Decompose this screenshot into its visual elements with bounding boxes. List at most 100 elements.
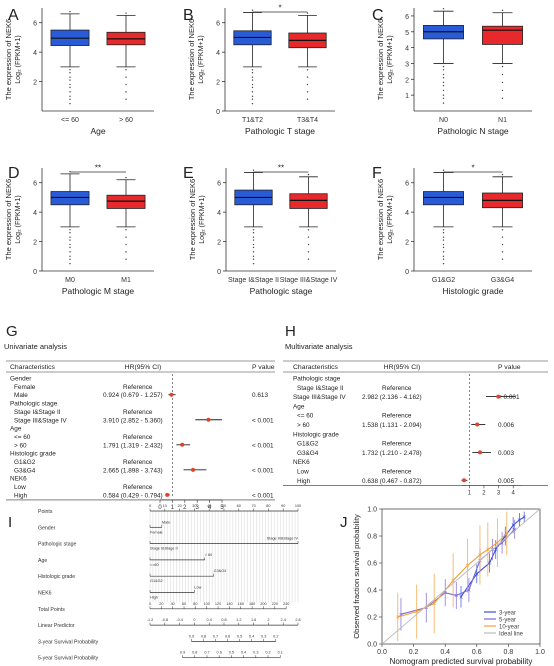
nomogram-level-label: Male xyxy=(162,520,170,524)
outlier-point xyxy=(252,239,255,241)
panel-letter: G xyxy=(6,323,18,340)
nomogram-tick-label: 0.8 xyxy=(201,634,206,638)
y-tick-label: 2 xyxy=(216,80,220,87)
data-point: × xyxy=(487,561,491,568)
outlier-point xyxy=(306,91,309,93)
x-tick-label: Stage III&Stage IV xyxy=(280,277,338,284)
nomogram-tick-label: 0.6 xyxy=(225,634,230,638)
data-point: × xyxy=(465,563,469,570)
row-pvalue: < 0.001 xyxy=(252,492,274,499)
row-hr: 2.665 (1.898 - 3.743) xyxy=(103,467,163,474)
outlier-point xyxy=(442,262,445,265)
nomogram-row-label: NEK6 xyxy=(38,591,52,597)
row-label: Histologic grade xyxy=(10,451,56,458)
x-tick-label: G1&G2 xyxy=(432,277,455,284)
row-label: Histologic grade xyxy=(293,431,339,438)
outlier-point xyxy=(69,83,71,86)
x-tick-label: <= 60 xyxy=(61,117,79,124)
row-hr: 0.638 (0.467 - 0.872) xyxy=(362,478,422,485)
y-axis-label: The expression of NEK6 xyxy=(376,19,385,100)
data-point: × xyxy=(517,517,521,524)
data-point: × xyxy=(495,540,499,547)
y-tick-label: 6 xyxy=(33,21,37,28)
outlier-point xyxy=(69,86,71,89)
data-point: × xyxy=(415,609,419,616)
panel-c: C 1 2 3 4 5 6 The expression of NEK6 Log₂ (FPKM+… xyxy=(372,7,532,136)
outlier-point xyxy=(125,176,127,179)
outlier-point xyxy=(252,229,255,231)
outlier-point xyxy=(125,69,127,71)
y-tick-label: 0.4 xyxy=(367,588,377,595)
hr-point xyxy=(191,467,196,472)
x-tick-label: 0.0 xyxy=(377,649,387,656)
y-tick-label: 6 xyxy=(405,14,409,21)
nomogram-tick-label: 0.4 xyxy=(207,618,212,622)
x-tick-label: M1 xyxy=(121,277,131,284)
nomogram-row-label: 3-year Survival Probability xyxy=(38,639,99,645)
row-label: G1&G2 xyxy=(14,459,36,466)
row-label: Low xyxy=(14,484,26,491)
outlier-point xyxy=(501,173,504,176)
panel-e: E 0 2 4 6 The expression of NEK6 Log₂ (FPKM+1)… xyxy=(183,164,338,297)
x-tick-label: 0.8 xyxy=(504,649,514,656)
nomogram-level-label: High xyxy=(150,596,158,600)
row-label: G3&G4 xyxy=(297,450,319,457)
nomogram-tick-label: 160 xyxy=(238,602,244,606)
outlier-point xyxy=(442,169,445,171)
x-tick-label: 3 xyxy=(497,490,501,496)
data-point: × xyxy=(511,523,515,530)
legend-label: Ideal line xyxy=(499,631,524,637)
panel-f: F 0 2 4 6 The expression of NEK6 Log₂ (FPKM+1)… xyxy=(372,164,532,296)
x-tick-label: 1 xyxy=(171,505,175,511)
x-tick-label: M0 xyxy=(65,277,75,284)
row-hr: 1.538 (1.131 - 2.094) xyxy=(362,422,422,429)
outlier-point xyxy=(501,236,504,238)
data-point: × xyxy=(467,588,471,595)
outlier-point xyxy=(125,91,127,93)
nomogram-tick-label: 0.1 xyxy=(278,651,283,655)
outlier-point xyxy=(307,258,310,260)
data-point: × xyxy=(424,605,428,612)
y-tick-label: 0.6 xyxy=(367,561,377,568)
nomogram-tick-label: 0 xyxy=(149,504,151,508)
y-axis-label: The expression of NEK6 xyxy=(376,179,385,260)
significance-label: ** xyxy=(95,164,101,173)
x-tick-label: 1.0 xyxy=(535,649,545,656)
y-tick-label: 0.0 xyxy=(367,642,377,649)
nomogram-tick-label: 0.5 xyxy=(237,634,242,638)
legend-label: 5-year xyxy=(499,617,516,623)
y-tick-label: 4 xyxy=(33,210,37,217)
y-tick-label: 4 xyxy=(217,210,221,217)
hr-point xyxy=(496,394,501,399)
outlier-point xyxy=(251,83,254,86)
x-tick-label: 0 xyxy=(158,505,162,511)
y-axis-label: The expression of NEK6 xyxy=(187,19,196,100)
nomogram-level-label: Stage III&Stage IV xyxy=(267,537,299,541)
row-hr: 1.732 (1.210 - 2.478) xyxy=(362,450,422,457)
row-hr: 1.791 (1.319 - 2.432) xyxy=(103,442,163,449)
y-tick-label: 4 xyxy=(405,46,409,53)
y-tick-label: 2 xyxy=(33,240,37,247)
outlier-point xyxy=(252,236,255,238)
x-tick-label: 4 xyxy=(512,490,516,496)
x-tick-label: 0.6 xyxy=(472,649,482,656)
hr-point xyxy=(169,392,174,397)
outlier-point xyxy=(125,98,127,100)
row-label: > 60 xyxy=(14,442,27,449)
outlier-point xyxy=(442,102,445,104)
panel-letter: A xyxy=(8,7,19,24)
x-tick-label: 2 xyxy=(482,490,486,496)
row-pvalue: < 0.001 xyxy=(252,442,274,449)
data-point: × xyxy=(432,601,436,608)
row-hr: 2.982 (2.136 - 4.162) xyxy=(362,394,422,401)
y-axis-label: Observed fraction survival probability xyxy=(352,514,361,639)
panel-letter: E xyxy=(183,165,194,182)
nomogram-level-label: G3&G4 xyxy=(214,569,227,573)
nomogram-tick-label: 0.8 xyxy=(221,618,226,622)
panel-j: J0.0 0.2 0.4 0.6 0.8 1.00.00.20.40.60.81.0Nom… xyxy=(340,507,545,666)
nomogram-tick-label: 120 xyxy=(215,602,221,606)
panel-b: B 0 2 4 6 The expression of NEK6 Log₂ (FPKM+1)… xyxy=(183,4,335,136)
nomogram-tick-label: 30 xyxy=(192,504,196,508)
row-hr: Reference xyxy=(382,385,412,392)
